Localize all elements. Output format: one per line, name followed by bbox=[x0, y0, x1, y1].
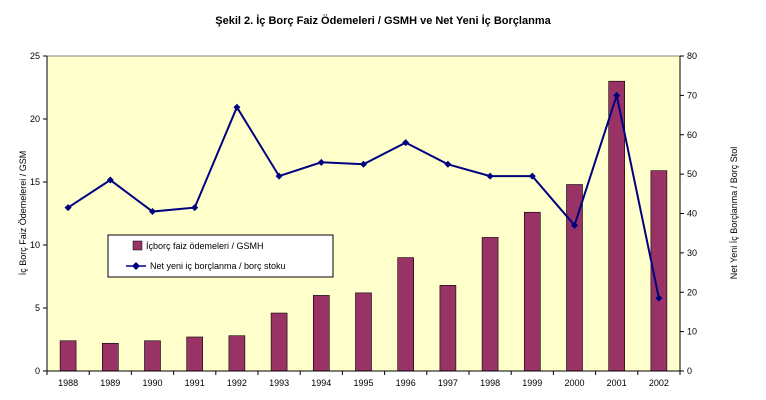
left-tick-label: 5 bbox=[35, 303, 40, 313]
legend-entry-bar: İçborç faiz ödemeleri / GSMH bbox=[146, 241, 264, 251]
y2-axis-label: Net Yeni İç Borçlanma / Borç Stol bbox=[729, 147, 739, 280]
x-axis: 1988 1989 1990 1991 1992 1993 1994 1995 1996 1997… bbox=[46, 370, 681, 388]
line-point-1992 bbox=[233, 103, 241, 111]
bar-1996 bbox=[397, 257, 415, 372]
x-tick-label: 1989 bbox=[100, 378, 120, 388]
legend-line-marker bbox=[132, 262, 140, 270]
x-tick-label: 1993 bbox=[269, 378, 289, 388]
left-axis: 0 5 10 15 20 25 bbox=[30, 51, 48, 376]
bar-1991 bbox=[186, 336, 203, 372]
bar-1989 bbox=[102, 342, 119, 372]
bar-1994 bbox=[312, 295, 330, 372]
right-tick-label: 0 bbox=[687, 366, 692, 376]
line-point-1990 bbox=[149, 208, 156, 216]
left-tick-label: 0 bbox=[35, 366, 40, 376]
line-point-1994 bbox=[317, 158, 325, 166]
right-tick-label: 70 bbox=[687, 90, 697, 100]
x-tick-label: 1996 bbox=[396, 378, 416, 388]
line-point-1997 bbox=[444, 160, 452, 168]
right-tick-label: 60 bbox=[687, 130, 697, 140]
line-point-2001 bbox=[613, 91, 621, 99]
bar-1995 bbox=[355, 292, 372, 372]
line-point-1993 bbox=[275, 172, 283, 180]
x-tick-label: 1999 bbox=[522, 378, 542, 388]
bar-series bbox=[59, 80, 668, 372]
line-point-1996 bbox=[402, 139, 410, 147]
legend: İçborç faiz ödemeleri / GSMH Net yeni iç… bbox=[107, 234, 334, 278]
line-series bbox=[64, 91, 663, 302]
x-tick-label: 1998 bbox=[480, 378, 500, 388]
bar-2000 bbox=[566, 184, 583, 372]
bar-1997 bbox=[439, 285, 457, 372]
line-point-1998 bbox=[486, 172, 494, 180]
line-point-1989 bbox=[106, 176, 114, 184]
line-point-1995 bbox=[360, 160, 367, 168]
x-tick-label: 2000 bbox=[564, 378, 584, 388]
line-point-2000 bbox=[571, 221, 578, 229]
left-tick-label: 20 bbox=[30, 114, 40, 124]
legend-box bbox=[107, 234, 334, 278]
right-tick-label: 50 bbox=[687, 169, 697, 179]
x-tick-label: 1988 bbox=[58, 378, 78, 388]
x-tick-label: 1995 bbox=[353, 378, 373, 388]
line-point-1988 bbox=[64, 204, 72, 212]
x-tick-label: 1991 bbox=[185, 378, 205, 388]
x-tick-label: 1992 bbox=[227, 378, 247, 388]
right-axis: 0 10 20 30 40 50 60 70 80 bbox=[679, 51, 697, 376]
right-tick-label: 40 bbox=[687, 209, 697, 219]
bar-1998 bbox=[481, 237, 499, 372]
left-tick-label: 25 bbox=[30, 51, 40, 61]
right-tick-label: 30 bbox=[687, 248, 697, 258]
line-point-2002 bbox=[655, 294, 663, 302]
bar-1992 bbox=[228, 335, 246, 372]
x-tick-label: 1990 bbox=[142, 378, 162, 388]
legend-entry-line: Net yeni iç borçlanma / borç stoku bbox=[150, 261, 286, 271]
left-tick-label: 15 bbox=[30, 177, 40, 187]
x-tick-label: 2002 bbox=[649, 378, 669, 388]
right-tick-label: 80 bbox=[687, 51, 697, 61]
chart-title: Şekil 2. İç Borç Faiz Ödemeleri / GSMH v… bbox=[215, 14, 551, 27]
x-tick-label: 1994 bbox=[311, 378, 331, 388]
line-point-1991 bbox=[191, 204, 199, 212]
line-point-1999 bbox=[528, 172, 536, 180]
bar-1988 bbox=[59, 340, 77, 372]
bar-1999 bbox=[523, 211, 541, 372]
y-axis-label: İç Borç Faiz Ödemelerei / GSM bbox=[18, 151, 28, 276]
legend-bar-swatch bbox=[132, 240, 143, 251]
x-tick-label: 2001 bbox=[607, 378, 627, 388]
bar-1990 bbox=[144, 340, 161, 372]
bar-1993 bbox=[270, 312, 288, 372]
right-tick-label: 10 bbox=[687, 327, 697, 337]
right-tick-label: 20 bbox=[687, 287, 697, 297]
x-tick-label: 1997 bbox=[438, 378, 458, 388]
left-tick-label: 10 bbox=[30, 240, 40, 250]
